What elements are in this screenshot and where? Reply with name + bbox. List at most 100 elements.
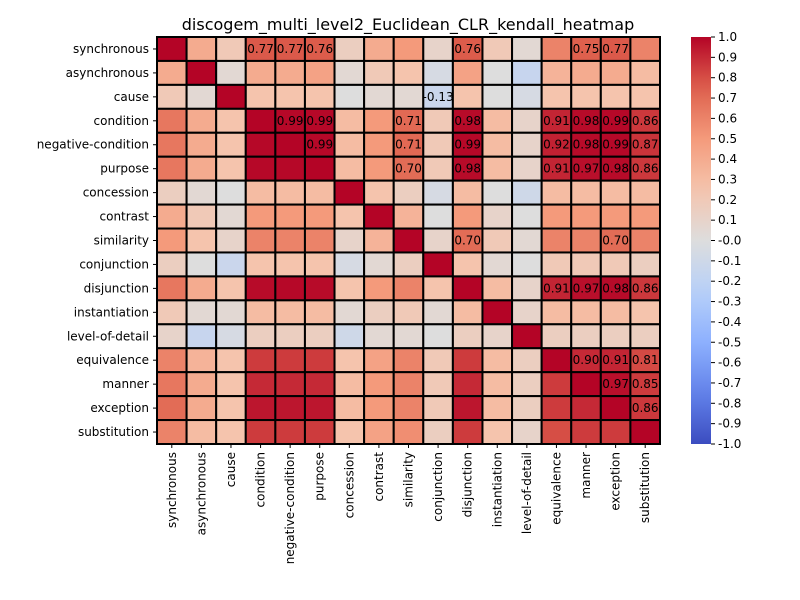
cell-value-label: 0.98	[602, 281, 629, 295]
x-tick-label: synchronous	[165, 452, 179, 528]
heatmap-cell	[451, 275, 484, 302]
heatmap-cell	[363, 179, 395, 206]
colorbar-tick-label: 0.9	[718, 50, 737, 64]
heatmap-cell	[629, 251, 661, 278]
heatmap-cell	[303, 59, 336, 86]
y-tick-label: concession	[83, 186, 149, 200]
heatmap-cell	[244, 155, 277, 182]
heatmap-cell	[215, 179, 247, 206]
colorbar-tick-label: -0.0	[718, 234, 741, 248]
heatmap-cell	[333, 203, 366, 230]
heatmap-cell	[422, 323, 454, 350]
heatmap-cell	[185, 419, 218, 445]
heatmap-cell	[481, 299, 514, 326]
cell-value-label: 0.77	[247, 42, 274, 56]
cell-value-label: 0.99	[306, 114, 333, 128]
heatmap-cell	[540, 59, 573, 86]
heatmap-cell	[215, 371, 247, 398]
cell-value-label: 0.98	[454, 114, 481, 128]
cell-value-label: -0.13	[423, 90, 454, 104]
heatmap-cell	[570, 59, 602, 86]
x-tick-label: disjunction	[461, 452, 475, 517]
heatmap-cell	[244, 347, 277, 374]
heatmap-cell	[481, 131, 514, 158]
heatmap-cell	[156, 251, 188, 278]
heatmap-cell	[274, 251, 306, 278]
heatmap-cell	[392, 59, 425, 86]
heatmap-cell	[274, 347, 306, 374]
heatmap-cell	[629, 83, 661, 110]
heatmap-cell	[333, 83, 366, 110]
heatmap-cell	[392, 227, 425, 254]
heatmap-cell	[274, 419, 306, 445]
cell-value-label: 0.86	[632, 401, 659, 415]
heatmap-cell	[274, 299, 306, 326]
colorbar-tick-label: -0.9	[718, 417, 741, 431]
heatmap-cell	[244, 371, 277, 398]
heatmap-cell	[451, 251, 484, 278]
heatmap-cell	[333, 179, 366, 206]
heatmap-cell	[481, 251, 514, 278]
heatmap-cell	[185, 227, 218, 254]
heatmap-cell	[392, 371, 425, 398]
heatmap-cell	[244, 83, 277, 110]
heatmap-cell	[274, 59, 306, 86]
cell-value-label: 0.70	[395, 162, 422, 176]
heatmap-cell	[481, 347, 514, 374]
colorbar-tick-label: 0.4	[718, 152, 737, 166]
colorbar-tick-label: -1.0	[718, 437, 741, 451]
heatmap-cell	[333, 275, 366, 302]
heatmap-cell	[392, 203, 425, 230]
heatmap-cell	[392, 323, 425, 350]
x-tick-label: condition	[254, 452, 268, 507]
heatmap-cell	[244, 131, 277, 158]
chart-title: discogem_multi_level2_Euclidean_CLR_kend…	[182, 15, 634, 35]
heatmap-cell	[215, 59, 247, 86]
y-tick-label: purpose	[100, 162, 149, 176]
heatmap-cell	[422, 59, 454, 86]
heatmap-cell	[156, 395, 188, 422]
heatmap-cell	[511, 275, 543, 302]
cell-value-label: 0.91	[543, 162, 570, 176]
y-tick-label: substitution	[78, 425, 149, 439]
heatmap-cell	[540, 419, 573, 445]
heatmap-cell	[333, 59, 366, 86]
colorbar-tick-label: -0.2	[718, 274, 741, 288]
heatmap-cell	[303, 299, 336, 326]
cell-value-label: 0.75	[573, 42, 600, 56]
y-tick-label: condition	[94, 114, 149, 128]
heatmap-cell	[599, 179, 632, 206]
cell-value-label: 0.98	[602, 162, 629, 176]
heatmap-cell	[185, 155, 218, 182]
heatmap-cell	[511, 395, 543, 422]
colorbar-tick-label: 0.5	[718, 132, 737, 146]
heatmap-cell	[215, 251, 247, 278]
heatmap-cell	[363, 203, 395, 230]
heatmap-cell	[392, 179, 425, 206]
heatmap-cell	[333, 227, 366, 254]
heatmap-cell	[481, 419, 514, 445]
heatmap-cell	[511, 227, 543, 254]
heatmap-cell	[363, 107, 395, 134]
heatmap-cell	[511, 371, 543, 398]
y-axis-ticks: synchronous asynchronous cause condition neg…	[37, 42, 157, 439]
heatmap-cell	[156, 179, 188, 206]
y-tick-label: disjunction	[84, 281, 149, 295]
heatmap-cell	[481, 83, 514, 110]
heatmap-cell	[363, 155, 395, 182]
heatmap-cell	[303, 323, 336, 350]
heatmap-cell	[215, 107, 247, 134]
heatmap-cell	[392, 36, 425, 62]
heatmap-cell	[540, 36, 573, 62]
heatmap-cell	[422, 227, 454, 254]
cell-value-label: 0.99	[602, 114, 629, 128]
heatmap-cell	[451, 419, 484, 445]
heatmap-cell	[215, 83, 247, 110]
y-tick-label: similarity	[94, 234, 149, 248]
heatmap-cell	[511, 299, 543, 326]
heatmap-cell	[215, 323, 247, 350]
heatmap-cell	[422, 131, 454, 158]
heatmap-cell	[333, 299, 366, 326]
heatmap-cell	[156, 83, 188, 110]
